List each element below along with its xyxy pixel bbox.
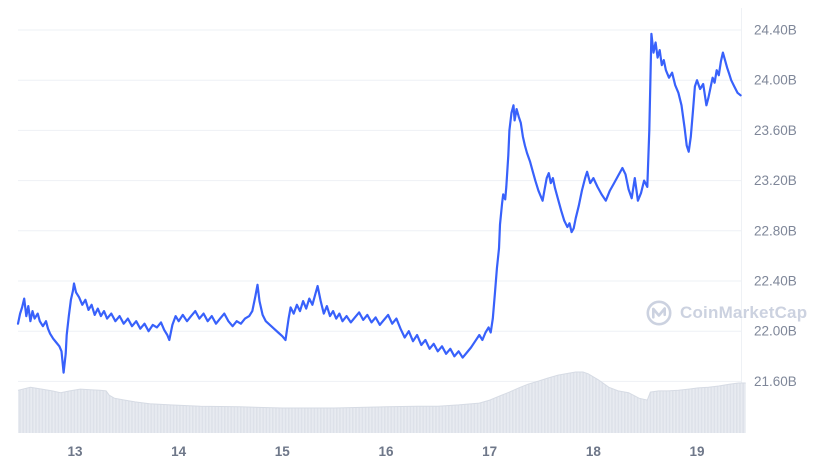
y-axis-tick: 23.20B [754, 173, 797, 188]
y-axis-tick: 22.40B [754, 274, 797, 289]
y-axis-tick: 22.00B [754, 324, 797, 339]
y-axis-labels: 24.40B 24.00B 23.60B 23.20B 22.80B 22.40B 22.0… [754, 23, 797, 389]
y-axis-tick: 24.00B [754, 73, 797, 88]
y-axis-tick: 21.60B [754, 374, 797, 389]
x-axis-tick: 19 [689, 444, 704, 459]
price-line [16, 32, 742, 374]
x-axis-tick: 14 [171, 444, 187, 459]
x-axis-tick: 13 [67, 444, 83, 459]
x-axis-tick: 17 [482, 444, 497, 459]
x-axis-labels: 13 14 15 16 17 18 19 [67, 444, 704, 459]
navigator-top-edge [17, 371, 746, 409]
y-axis-tick: 23.60B [754, 123, 797, 138]
navigator-area[interactable] [18, 372, 746, 433]
y-axis-tick: 22.80B [754, 223, 797, 238]
x-axis-tick: 16 [378, 444, 394, 459]
x-axis-tick: 18 [586, 444, 602, 459]
gridlines [18, 8, 742, 433]
x-axis-tick: 15 [275, 444, 291, 459]
y-axis-tick: 24.40B [754, 23, 797, 38]
